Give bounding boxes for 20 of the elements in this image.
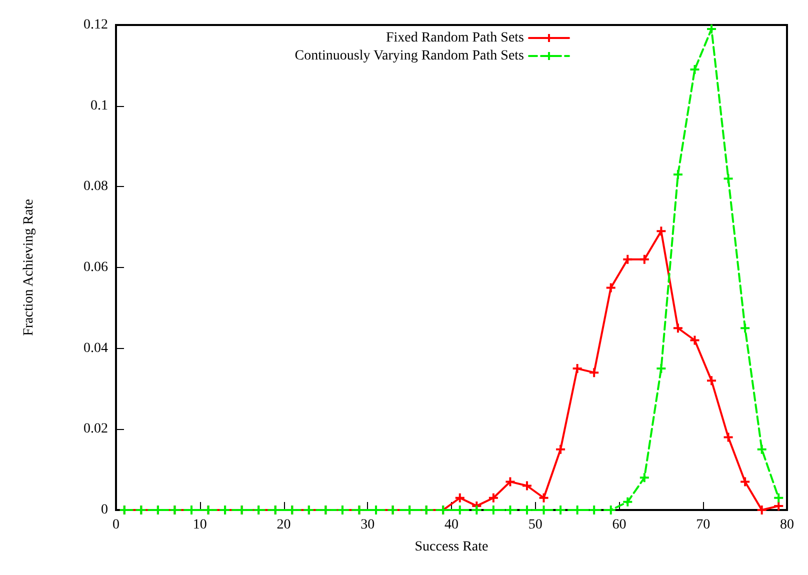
legend-label: Fixed Random Path Sets: [386, 30, 524, 46]
x-tick-label: 20: [276, 518, 291, 532]
x-tick-label: 0: [112, 518, 120, 532]
x-tick-label: 10: [192, 518, 207, 532]
x-tick-label: 30: [360, 518, 375, 532]
legend-label: Continuously Varying Random Path Sets: [294, 48, 524, 64]
x-tick-label: 60: [612, 518, 626, 532]
y-tick-label: 0.12: [84, 18, 108, 32]
x-tick-label: 50: [528, 518, 542, 532]
y-axis-title: Fraction Achieving Rate: [22, 199, 36, 336]
y-tick-label: 0.02: [84, 422, 108, 437]
y-tick-label: 0: [101, 502, 108, 518]
y-tick-label: 0.04: [84, 340, 108, 356]
y-tick-label: 0.08: [84, 179, 108, 194]
y-tick-label: 0.06: [84, 260, 108, 275]
x-tick-label: 80: [780, 518, 794, 532]
y-tick-label: 0.1: [90, 98, 108, 114]
x-axis-title: Success Rate: [414, 540, 488, 554]
x-tick-label: 70: [696, 518, 710, 532]
x-tick-label: 40: [444, 518, 458, 532]
